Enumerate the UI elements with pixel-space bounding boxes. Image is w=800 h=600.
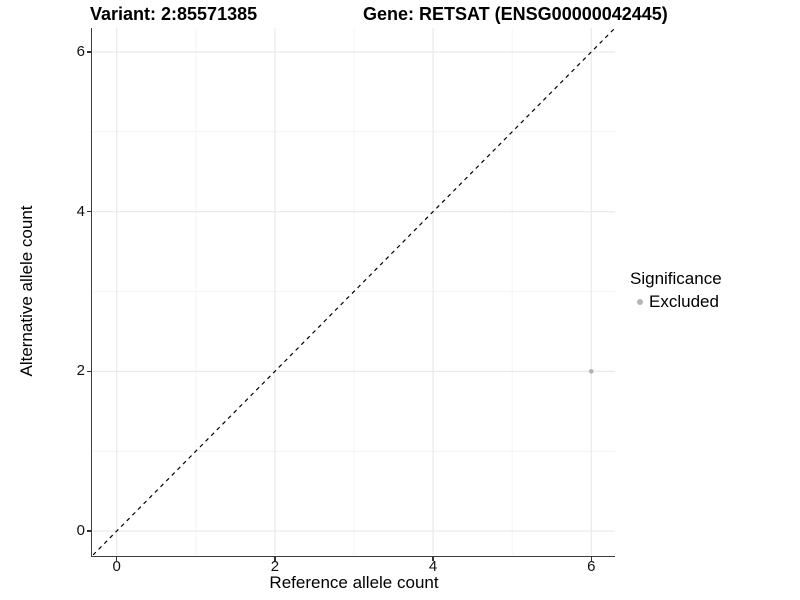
excluded-point-icon bbox=[637, 298, 643, 305]
plot-panel bbox=[93, 28, 615, 555]
x-tick-label: 0 bbox=[112, 558, 121, 575]
x-tick-label: 4 bbox=[428, 558, 438, 575]
x-axis-title: Reference allele count bbox=[269, 573, 439, 592]
gene-title: Gene: RETSAT (ENSG00000042445) bbox=[363, 4, 668, 24]
legend-title: Significance bbox=[630, 269, 722, 288]
identity-dashed-line bbox=[93, 28, 615, 555]
y-tick-mark bbox=[87, 51, 92, 53]
variant-title: Variant: 2:85571385 bbox=[90, 4, 258, 24]
y-tick-label: 0 bbox=[76, 522, 85, 540]
y-tick-label: 6 bbox=[76, 42, 85, 60]
x-tick-mark bbox=[590, 556, 593, 561]
legend: Significance Excluded bbox=[630, 268, 722, 312]
x-tick-label: 6 bbox=[587, 558, 596, 575]
y-tick-mark bbox=[87, 370, 92, 373]
legend-item-label: Excluded bbox=[649, 292, 719, 311]
x-tick-label: 2 bbox=[270, 558, 280, 575]
y-tick-label: 2 bbox=[76, 362, 85, 380]
x-tick-mark bbox=[432, 556, 434, 561]
y-tick-mark bbox=[87, 210, 92, 213]
y-tick-mark bbox=[87, 530, 92, 532]
x-tick-mark bbox=[115, 556, 118, 561]
data-point bbox=[588, 368, 594, 374]
x-tick-mark bbox=[274, 556, 276, 561]
y-axis-title: Alternative allele count bbox=[17, 205, 36, 377]
legend-item-excluded: Excluded bbox=[630, 291, 722, 312]
y-tick-label: 4 bbox=[76, 202, 85, 220]
